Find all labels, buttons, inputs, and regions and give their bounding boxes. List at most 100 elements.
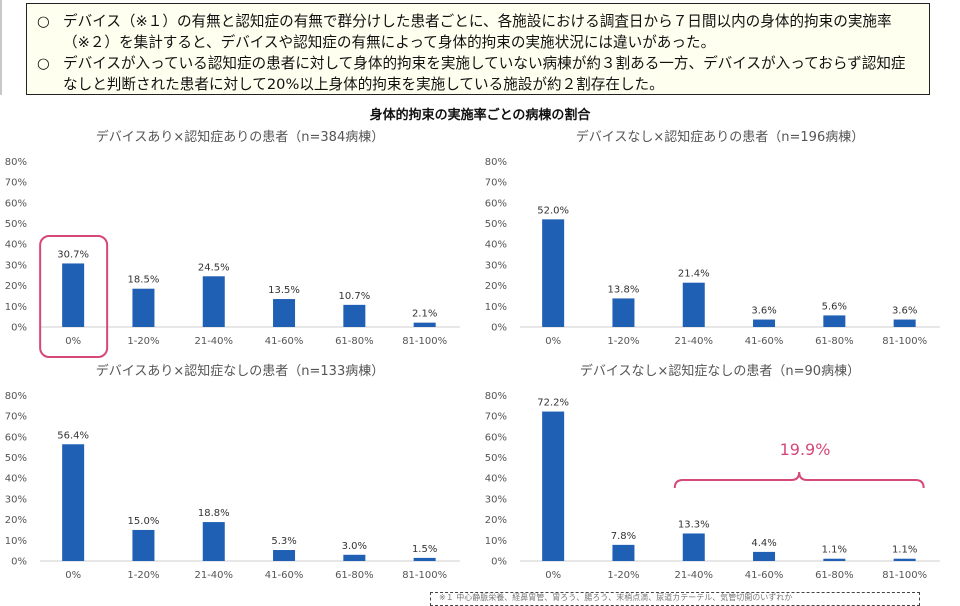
data-label: 24.5%: [198, 262, 230, 273]
x-tick-label: 41-60%: [745, 570, 784, 581]
data-label: 4.4%: [751, 538, 776, 549]
bar: [893, 558, 916, 561]
y-tick-label: 30%: [5, 494, 27, 505]
x-tick-label: 61-80%: [815, 570, 854, 581]
y-tick-label: 80%: [485, 391, 507, 402]
y-tick-label: 40%: [485, 474, 507, 485]
data-label: 5.3%: [271, 536, 296, 547]
bar: [893, 319, 916, 327]
x-tick-label: 0%: [65, 336, 81, 347]
data-label: 18.8%: [198, 508, 230, 519]
bar: [343, 304, 366, 327]
bar-chart: 0% 10% 20% 30% 40% 50% 60% 70% 80% 56.4% 0% 15.0% 1-…: [5, 391, 460, 581]
y-tick-label: 20%: [5, 281, 27, 292]
x-tick-label: 1-20%: [607, 336, 639, 347]
bar: [682, 533, 705, 561]
x-tick-label: 1-20%: [127, 336, 159, 347]
y-tick-label: 50%: [485, 453, 507, 464]
x-tick-label: 1-20%: [607, 570, 639, 581]
data-label: 3.6%: [892, 306, 917, 317]
bar: [753, 319, 776, 327]
chart-title: デバイスなし×認知症ありの患者（n=196病棟）: [575, 130, 865, 145]
data-label: 30.7%: [57, 249, 89, 260]
data-label: 1.1%: [822, 545, 847, 556]
bar: [62, 444, 85, 561]
x-tick-label: 81-100%: [882, 570, 927, 581]
y-tick-label: 60%: [5, 198, 27, 209]
bracket-sum-label: 19.9%: [779, 440, 831, 459]
data-label: 13.5%: [268, 285, 300, 296]
y-tick-label: 0%: [11, 557, 27, 568]
y-tick-label: 80%: [5, 157, 27, 168]
y-tick-label: 50%: [485, 219, 507, 230]
y-tick-label: 80%: [5, 391, 27, 402]
data-label: 3.0%: [342, 541, 367, 552]
y-tick-label: 70%: [485, 178, 507, 189]
left-edge-marker: [0, 0, 2, 95]
bar: [343, 554, 366, 561]
curly-bracket: [673, 471, 925, 489]
summary-bullet: ○ デバイスが入っている認知症の患者に対して身体的拘束を実施していない病棟が約３…: [37, 53, 917, 95]
chart-panel-device-no-dementia-yes: デバイスなし×認知症ありの患者（n=196病棟） 0% 10% 20% 30% 40% 5…: [480, 126, 960, 361]
data-label: 52.0%: [537, 205, 569, 216]
chart-panel-device-no-dementia-no: デバイスなし×認知症なしの患者（n=90病棟） 0% 10% 20% 30% 40% 50…: [480, 360, 960, 595]
bar-chart: 0% 10% 20% 30% 40% 50% 60% 70% 80% 30.7% 0% 18.5% 1-…: [5, 157, 460, 358]
x-tick-label: 21-40%: [194, 336, 233, 347]
y-tick-label: 20%: [5, 515, 27, 526]
data-label: 7.8%: [611, 531, 636, 542]
y-tick-label: 60%: [5, 432, 27, 443]
bar: [413, 322, 436, 327]
bar-chart: 0% 10% 20% 30% 40% 50% 60% 70% 80% 52.0% 0% 13.8% 1-…: [485, 157, 940, 347]
x-tick-label: 81-100%: [882, 336, 927, 347]
data-label: 13.3%: [678, 519, 710, 530]
y-tick-label: 10%: [485, 536, 507, 547]
y-tick-label: 60%: [485, 432, 507, 443]
data-label: 3.6%: [751, 306, 776, 317]
bullet-circle-icon: ○: [37, 13, 50, 30]
chart-title: デバイスあり×認知症なしの患者（n=133病棟）: [95, 364, 385, 379]
y-tick-label: 70%: [5, 412, 27, 423]
y-tick-label: 30%: [485, 494, 507, 505]
x-tick-label: 1-20%: [127, 570, 159, 581]
y-tick-label: 0%: [491, 557, 507, 568]
bar: [823, 315, 846, 327]
y-tick-label: 20%: [485, 515, 507, 526]
y-tick-label: 10%: [5, 302, 27, 313]
main-title: 身体的拘束の実施率ごとの病棟の割合: [369, 108, 591, 123]
summary-box: ○ デバイス（※１）の有無と認知症の有無で群分けした患者ごとに、各施設における調…: [26, 3, 930, 95]
highlight-box: [39, 235, 109, 358]
y-tick-label: 30%: [5, 260, 27, 271]
x-tick-label: 21-40%: [674, 336, 713, 347]
bar: [62, 263, 85, 327]
summary-bullet: ○ デバイス（※１）の有無と認知症の有無で群分けした患者ごとに、各施設における調…: [37, 11, 917, 53]
data-label: 2.1%: [412, 309, 437, 320]
bar: [753, 551, 776, 561]
x-tick-label: 0%: [545, 570, 561, 581]
bar: [202, 276, 225, 327]
summary-bullet-text: デバイス（※１）の有無と認知症の有無で群分けした患者ごとに、各施設における調査日…: [63, 13, 892, 51]
bar: [542, 411, 565, 561]
y-tick-label: 20%: [485, 281, 507, 292]
data-label: 10.7%: [338, 291, 370, 302]
x-tick-label: 0%: [545, 336, 561, 347]
y-tick-label: 40%: [5, 474, 27, 485]
y-tick-label: 0%: [491, 323, 507, 334]
bar: [823, 558, 846, 561]
data-label: 1.5%: [412, 544, 437, 555]
data-label: 21.4%: [678, 269, 710, 280]
bar: [132, 529, 155, 561]
chart-title: デバイスなし×認知症なしの患者（n=90病棟）: [579, 364, 861, 379]
data-label: 56.4%: [57, 430, 89, 441]
x-tick-label: 0%: [65, 570, 81, 581]
y-tick-label: 40%: [5, 240, 27, 251]
x-tick-label: 61-80%: [335, 570, 374, 581]
chart-panel-device-yes-dementia-yes: デバイスあり×認知症ありの患者（n=384病棟） 0% 10% 20% 30% 40% 5…: [0, 126, 480, 361]
y-tick-label: 40%: [485, 240, 507, 251]
bar: [132, 288, 155, 327]
x-tick-label: 41-60%: [265, 336, 304, 347]
data-label: 72.2%: [537, 398, 569, 409]
y-tick-label: 60%: [485, 198, 507, 209]
x-tick-label: 41-60%: [745, 336, 784, 347]
footnote-box: ※１ 中心静脈栄養、経鼻胃管、胃ろう、腸ろう、末梢点滴、尿道カテーテル、気管切開…: [430, 592, 920, 606]
bar-chart: 0% 10% 20% 30% 40% 50% 60% 70% 80% 72.2% 0% 7.8% 1-2…: [485, 391, 940, 581]
